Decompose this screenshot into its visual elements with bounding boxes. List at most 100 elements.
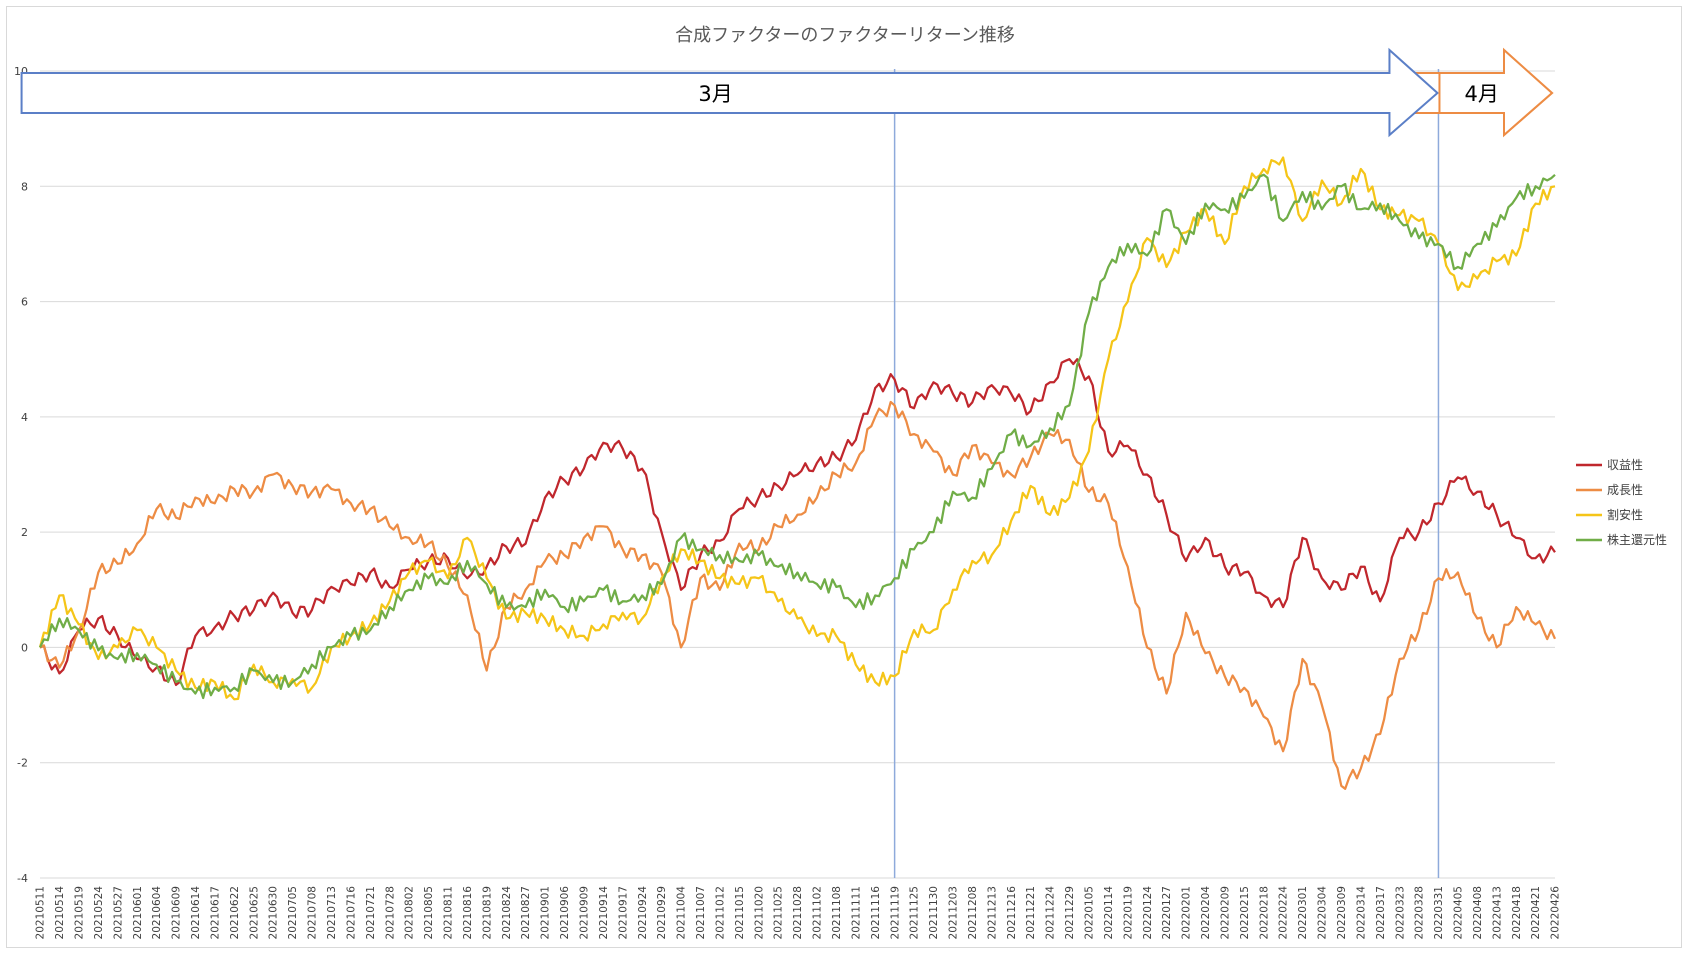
x-tick-label: 20211216 (1006, 886, 1018, 940)
x-tick-label: 20220127 (1161, 886, 1173, 939)
x-tick-label: 20210901 (540, 886, 552, 939)
x-tick-label: 20210511 (35, 886, 47, 939)
x-tick-label: 20211213 (986, 886, 998, 939)
x-tick-label: 20210713 (326, 886, 338, 939)
x-axis: 20210511 20210514 20210519 20210524 20210527… (35, 886, 1562, 940)
period-arrows: 2021年11月18日～2月3月4月 (20, 47, 1554, 138)
x-tick-label: 20220114 (1103, 886, 1115, 940)
x-tick-label: 20220413 (1491, 886, 1503, 939)
x-tick-label: 20211007 (695, 886, 707, 939)
legend-label: 成長性 (1607, 483, 1643, 497)
x-tick-label: 20220209 (1219, 886, 1231, 939)
y-tick-label: -4 (17, 872, 28, 885)
x-tick-label: 20210906 (559, 886, 571, 940)
y-tick-label: -2 (17, 757, 28, 770)
y-tick-label: 6 (21, 296, 28, 309)
x-tick-label: 20211203 (948, 886, 960, 939)
x-tick-label: 20210802 (404, 886, 416, 939)
x-tick-label: 20210914 (598, 886, 610, 940)
x-tick-label: 20210819 (481, 886, 493, 939)
x-tick-label: 20211102 (812, 886, 824, 939)
x-tick-label: 20220304 (1317, 886, 1329, 940)
chart-frame (6, 6, 1682, 948)
x-tick-label: 20210705 (287, 886, 299, 939)
x-tick-label: 20220201 (1181, 886, 1193, 939)
x-tick-label: 20210609 (171, 886, 183, 939)
x-tick-label: 20211208 (967, 886, 979, 939)
x-tick-label: 20211015 (734, 886, 746, 939)
x-tick-label: 20220405 (1453, 886, 1465, 939)
period-arrow-label: 3月 (698, 82, 732, 106)
series-line (39, 400, 1557, 790)
x-tick-label: 20220314 (1355, 886, 1367, 940)
x-tick-label: 20220105 (1084, 886, 1096, 939)
legend-label: 株主還元性 (1607, 532, 1667, 547)
x-tick-label: 20211221 (1025, 886, 1037, 939)
x-tick-label: 20210519 (74, 886, 86, 939)
x-tick-label: 20210929 (656, 886, 668, 939)
period-arrow-label: 4月 (1465, 82, 1499, 106)
y-tick-label: 2 (21, 526, 28, 539)
x-tick-label: 20220215 (1239, 886, 1251, 939)
series-line (38, 156, 1556, 701)
x-tick-label: 20211119 (889, 886, 901, 939)
series-lines (38, 156, 1557, 790)
period-arrow (1438, 47, 1554, 138)
series-line (38, 173, 1556, 700)
x-tick-label: 20211028 (792, 886, 804, 939)
x-tick-label: 20211116 (870, 886, 882, 940)
x-tick-label: 20210622 (229, 886, 241, 939)
x-tick-label: 20210524 (93, 886, 105, 940)
x-tick-label: 20211025 (773, 886, 785, 939)
x-tick-label: 20210527 (112, 886, 124, 939)
x-tick-label: 20220328 (1414, 886, 1426, 939)
x-tick-label: 20210909 (579, 886, 591, 939)
x-tick-label: 20210614 (190, 886, 202, 940)
x-tick-label: 20210630 (268, 886, 280, 939)
period-arrow (20, 47, 1439, 138)
x-tick-label: 20220426 (1550, 886, 1562, 940)
x-tick-label: 20220408 (1472, 886, 1484, 939)
x-tick-label: 20210721 (365, 886, 377, 939)
x-tick-label: 20210601 (132, 886, 144, 939)
x-tick-label: 20210816 (462, 886, 474, 940)
x-tick-label: 20220301 (1297, 886, 1309, 939)
gridlines (40, 70, 1555, 879)
x-tick-label: 20211229 (1064, 886, 1076, 939)
x-tick-label: 20220119 (1122, 886, 1134, 939)
x-tick-label: 20211108 (831, 886, 843, 939)
y-tick-label: 4 (21, 411, 28, 424)
x-tick-label: 20210824 (501, 886, 513, 940)
x-tick-label: 20210617 (209, 886, 221, 939)
x-tick-label: 20211125 (909, 886, 921, 939)
x-tick-label: 20210728 (384, 886, 396, 939)
chart-title: 合成ファクターのファクターリターン推移 (675, 25, 1015, 46)
x-tick-label: 20220418 (1511, 886, 1523, 939)
x-tick-label: 20211111 (850, 886, 862, 939)
x-tick-label: 20210716 (345, 886, 357, 940)
x-tick-label: 20210708 (307, 886, 319, 939)
legend-label: 割安性 (1607, 507, 1643, 522)
x-tick-label: 20220124 (1142, 886, 1154, 940)
x-tick-label: 20211020 (753, 886, 765, 939)
x-tick-label: 20210917 (617, 886, 629, 939)
x-tick-label: 20210625 (248, 886, 260, 939)
series-line (39, 358, 1556, 687)
x-tick-label: 20210805 (423, 886, 435, 939)
y-tick-label: 0 (21, 641, 28, 654)
x-tick-label: 20211004 (676, 886, 688, 940)
x-tick-label: 20220204 (1200, 886, 1212, 940)
legend-label: 収益性 (1607, 458, 1643, 472)
x-tick-label: 20211130 (928, 886, 940, 939)
x-tick-label: 20220421 (1530, 886, 1542, 939)
x-tick-label: 20220323 (1394, 886, 1406, 939)
x-tick-label: 20210827 (520, 886, 532, 939)
x-tick-label: 20210924 (637, 886, 649, 940)
x-tick-label: 20211012 (714, 886, 726, 939)
y-tick-label: 8 (21, 180, 28, 193)
x-tick-label: 20220224 (1278, 886, 1290, 940)
x-tick-label: 20220309 (1336, 886, 1348, 939)
